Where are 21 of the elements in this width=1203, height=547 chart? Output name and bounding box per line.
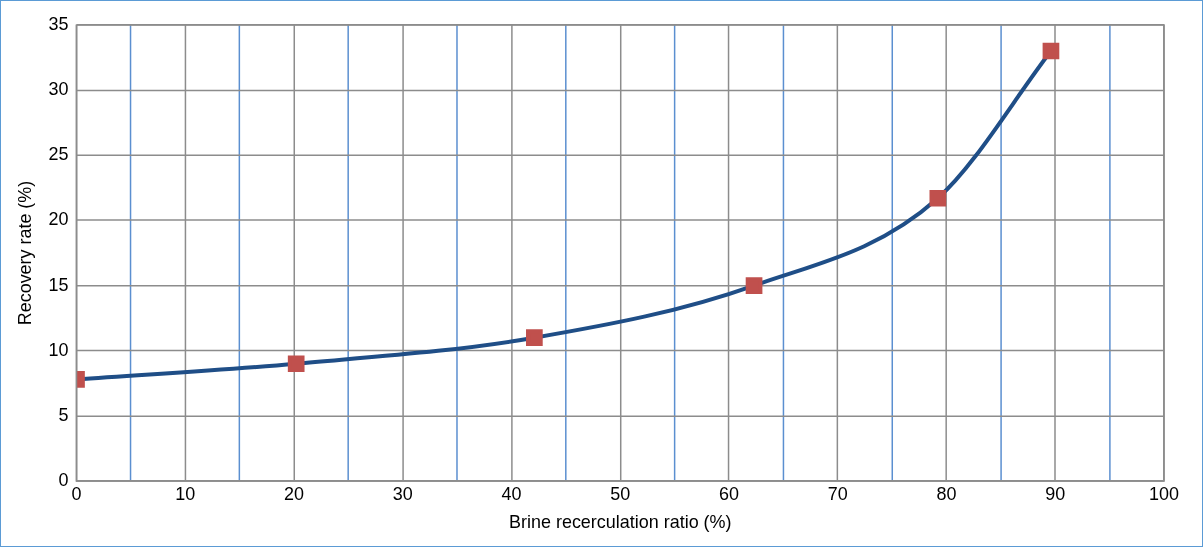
x-tick-label: 80 <box>936 483 957 504</box>
y-tick-label: 0 <box>58 470 69 490</box>
x-tick-label: 50 <box>610 483 631 504</box>
x-tick-label: 30 <box>392 483 413 504</box>
x-tick-label: 70 <box>827 483 848 504</box>
x-tick-label: 20 <box>284 483 305 504</box>
x-tick-label: 10 <box>175 483 196 504</box>
x-tick-label: 40 <box>501 483 522 504</box>
y-tick-label: 5 <box>58 404 69 425</box>
x-tick-label: 60 <box>719 483 740 504</box>
y-tick-label: 30 <box>48 79 69 100</box>
y-tick-label: 20 <box>48 209 69 230</box>
y-tick-label: 15 <box>48 274 69 295</box>
y-tick-label: 35 <box>48 13 69 34</box>
y-tick-label: 25 <box>48 144 69 165</box>
x-axis-title: Brine recerculation ratio (%) <box>509 512 732 533</box>
y-axis-title: Recovery rate (%) <box>14 180 35 326</box>
x-tick-label: 90 <box>1045 483 1066 504</box>
x-tick-label: 0 <box>71 483 82 504</box>
y-tick-label: 10 <box>48 339 69 360</box>
x-tick-label: 100 <box>1149 483 1180 504</box>
